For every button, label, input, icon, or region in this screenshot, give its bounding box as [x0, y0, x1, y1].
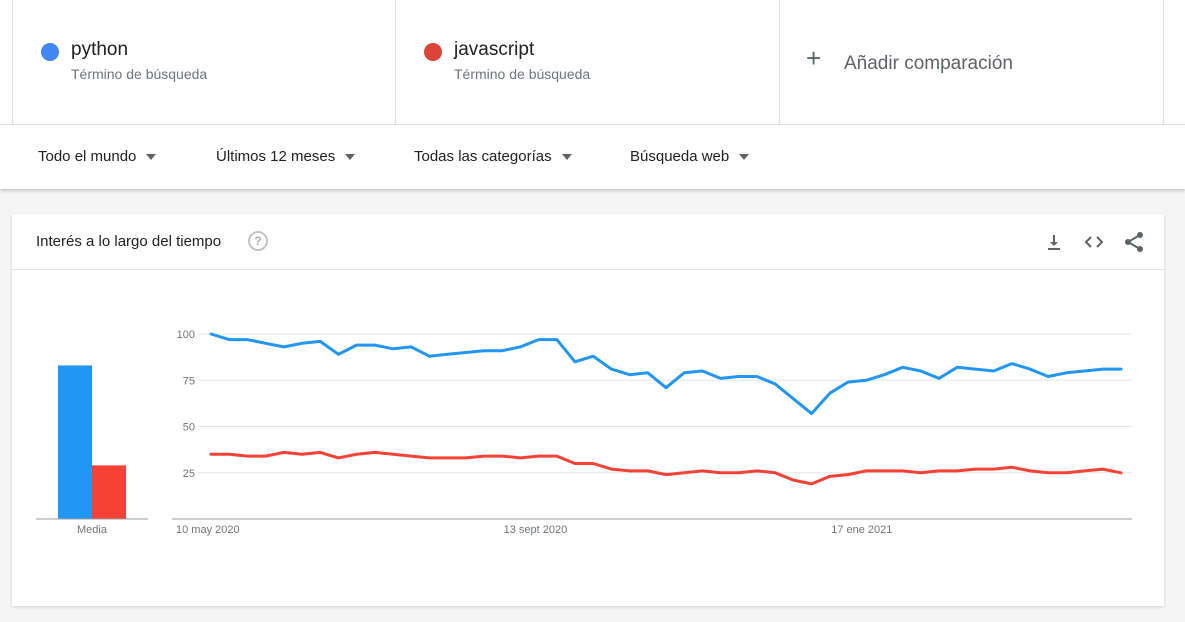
y-tick-labels: 25 50 75 100: [177, 329, 195, 480]
y-tick-label: 100: [177, 329, 195, 341]
period-dropdown[interactable]: Últimos 12 meses: [216, 148, 356, 165]
python-series-line: [209, 332, 1123, 416]
average-label: Media: [77, 524, 108, 536]
y-tick-label: 25: [183, 468, 195, 480]
category-dropdown[interactable]: Todas las categorías: [414, 148, 572, 165]
python-average-bar: [58, 365, 92, 519]
embed-code-icon[interactable]: [1082, 230, 1106, 254]
term-type: Término de búsqueda: [71, 66, 208, 82]
python-color-dot: [41, 43, 59, 61]
average-bars: Media: [36, 365, 148, 536]
interest-over-time-card: Interés a lo largo del tiempo ? 25 50 75 10…: [12, 214, 1164, 606]
card-header: Interés a lo largo del tiempo ?: [12, 214, 1164, 270]
card-title: Interés a lo largo del tiempo: [36, 233, 222, 250]
x-tick-label: 10 may 2020: [176, 524, 240, 536]
chart-series: [209, 332, 1123, 486]
category-label: Todas las categorías: [414, 148, 552, 165]
x-tick-labels: 10 may 2020 13 sept 2020 17 ene 2021: [176, 524, 892, 536]
filter-bar: Todo el mundo Últimos 12 meses Todas las…: [0, 125, 1185, 189]
add-comparison-button[interactable]: + Añadir comparación: [779, 0, 1164, 124]
term-type: Término de búsqueda: [454, 66, 591, 82]
chevron-down-icon: [739, 154, 750, 161]
share-icon[interactable]: [1122, 230, 1146, 254]
x-tick-label: 13 sept 2020: [504, 524, 568, 536]
y-tick-label: 75: [183, 375, 195, 387]
add-comparison-label: Añadir comparación: [844, 53, 1013, 74]
chevron-down-icon: [345, 154, 356, 161]
help-icon[interactable]: ?: [248, 231, 268, 251]
chevron-down-icon: [561, 154, 572, 161]
term-javascript[interactable]: javascript Término de búsqueda: [395, 0, 780, 124]
plus-icon: +: [806, 43, 822, 73]
comparison-header: python Término de búsqueda javascript Té…: [0, 0, 1185, 125]
chevron-down-icon: [146, 154, 157, 161]
x-tick-label: 17 ene 2021: [831, 524, 892, 536]
search-type-label: Búsqueda web: [630, 148, 730, 165]
javascript-color-dot: [424, 43, 442, 61]
y-tick-label: 50: [183, 422, 195, 434]
term-name: python: [71, 39, 129, 60]
chart-grid: [172, 333, 1132, 520]
search-type-dropdown[interactable]: Búsqueda web: [630, 148, 750, 165]
javascript-average-bar: [92, 465, 126, 519]
javascript-series-line: [209, 450, 1123, 486]
term-name: javascript: [454, 39, 535, 60]
period-label: Últimos 12 meses: [216, 148, 336, 165]
region-label: Todo el mundo: [38, 148, 137, 165]
trend-chart: 25 50 75 100 10 may 2020 13 sept 2020 17 ene …: [36, 329, 1132, 536]
download-icon[interactable]: [1042, 230, 1066, 254]
term-python[interactable]: python Término de búsqueda: [12, 0, 396, 124]
region-dropdown[interactable]: Todo el mundo: [38, 148, 157, 165]
